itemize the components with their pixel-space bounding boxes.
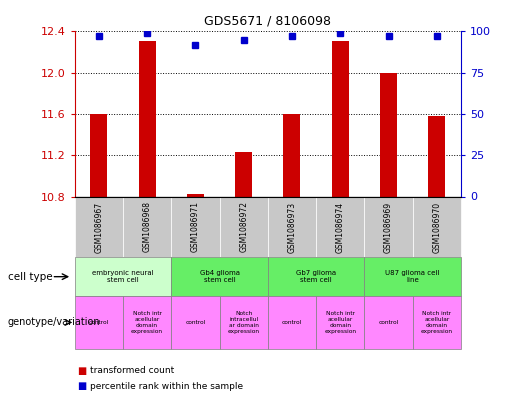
Text: embryonic neural
stem cell: embryonic neural stem cell [92,270,154,283]
Text: GSM1086968: GSM1086968 [143,202,151,252]
Text: Notch intr
acellular
domain
expression: Notch intr acellular domain expression [421,311,453,334]
Text: U87 glioma cell
line: U87 glioma cell line [385,270,440,283]
Text: GSM1086972: GSM1086972 [239,202,248,252]
Text: GSM1086970: GSM1086970 [432,201,441,253]
Title: GDS5671 / 8106098: GDS5671 / 8106098 [204,15,331,28]
Bar [380,73,397,196]
Text: Notch intr
acellular
domain
expression: Notch intr acellular domain expression [131,311,163,334]
Bar [235,152,252,196]
Text: GSM1086974: GSM1086974 [336,201,345,253]
Text: control: control [379,320,399,325]
Bar [283,114,300,196]
Text: GSM1086969: GSM1086969 [384,201,393,253]
Text: GSM1086971: GSM1086971 [191,202,200,252]
Text: control: control [185,320,205,325]
Text: Gb7 glioma
stem cell: Gb7 glioma stem cell [296,270,336,283]
Text: genotype/variation: genotype/variation [8,318,100,327]
Text: Notch
intracellul
ar domain
expression: Notch intracellul ar domain expression [228,311,260,334]
Text: ■: ■ [77,365,87,376]
Bar [139,41,156,196]
Bar [187,195,204,196]
Bar [332,41,349,196]
Text: cell type: cell type [8,272,53,282]
Text: control: control [282,320,302,325]
Text: Gb4 glioma
stem cell: Gb4 glioma stem cell [199,270,239,283]
Text: GSM1086967: GSM1086967 [94,201,104,253]
Text: ■: ■ [77,381,87,391]
Bar [90,114,107,196]
Text: percentile rank within the sample: percentile rank within the sample [90,382,243,391]
Bar [428,116,445,196]
Text: transformed count: transformed count [90,366,175,375]
Text: GSM1086973: GSM1086973 [287,201,297,253]
Text: Notch intr
acellular
domain
expression: Notch intr acellular domain expression [324,311,356,334]
Text: control: control [89,320,109,325]
